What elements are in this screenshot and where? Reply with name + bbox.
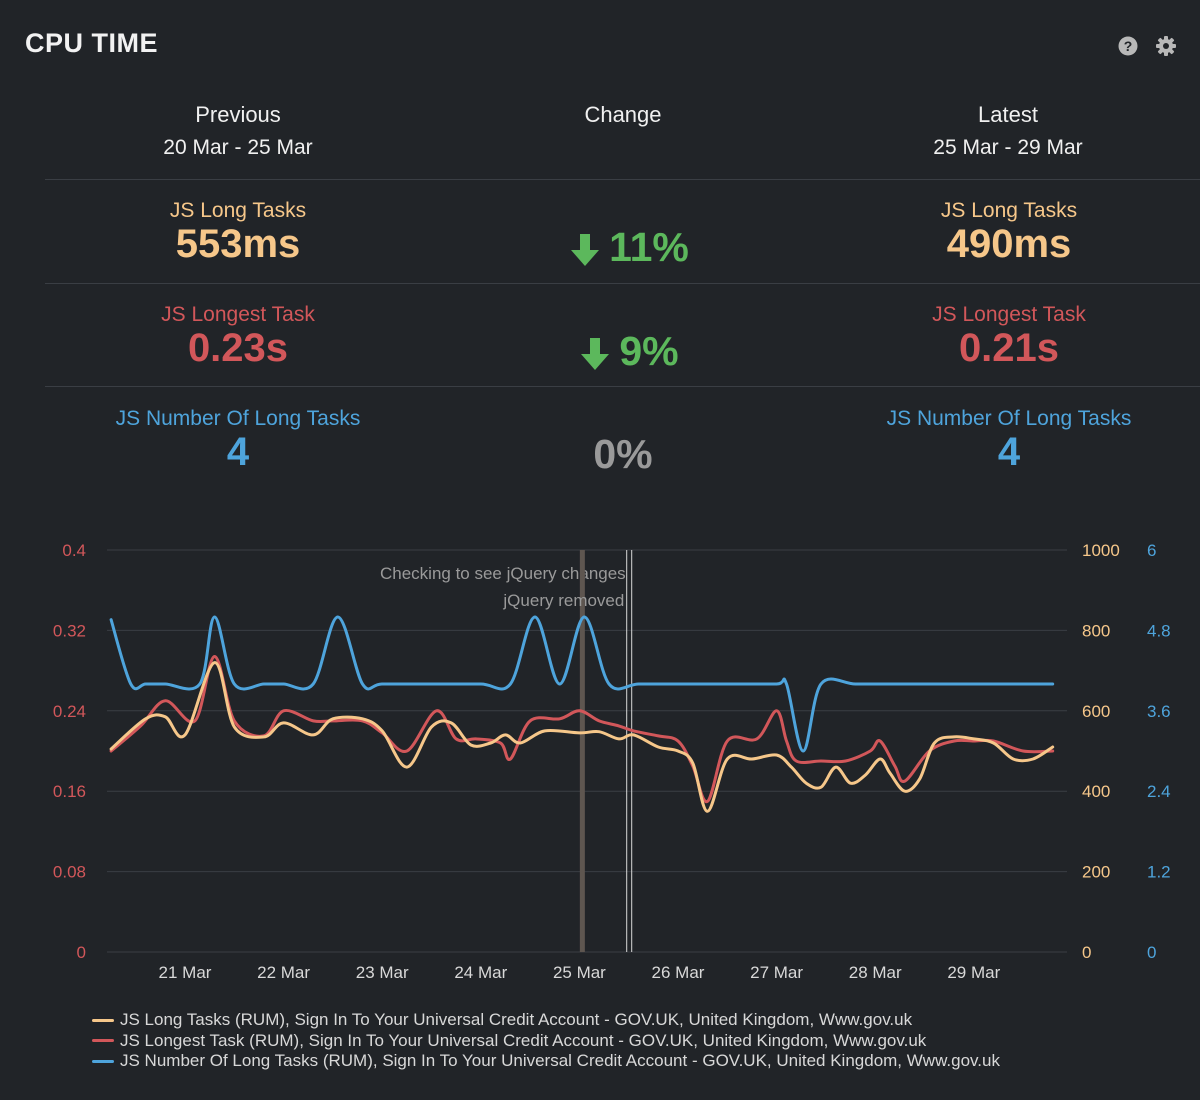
- previous-header: Previous 20 Mar - 25 Mar: [68, 102, 408, 160]
- legend-item[interactable]: JS Long Tasks (RUM), Sign In To Your Uni…: [92, 1010, 1000, 1031]
- x-tick-label: 28 Mar: [849, 963, 902, 982]
- x-tick-label: 27 Mar: [750, 963, 803, 982]
- annotation-label: jQuery removed: [502, 591, 624, 610]
- metric-value-long-tasks-latest: 490ms: [946, 222, 1072, 266]
- metric-label-num-long-tasks-previous: JS Number Of Long Tasks: [115, 407, 361, 430]
- x-tick-label: 24 Mar: [454, 963, 507, 982]
- legend-label: JS Long Tasks (RUM), Sign In To Your Uni…: [120, 1010, 913, 1030]
- latest-label: Latest: [978, 102, 1038, 127]
- metric-label-longest-task-latest: JS Longest Task: [932, 303, 1086, 326]
- help-icon[interactable]: ?: [1117, 35, 1139, 57]
- arrow-down-icon: [581, 338, 610, 371]
- y-tick-label-left: 0.08: [53, 863, 86, 882]
- divider: [45, 386, 1200, 387]
- legend-item[interactable]: JS Longest Task (RUM), Sign In To Your U…: [92, 1031, 1000, 1052]
- series-line-js-longest-task: [109, 655, 1055, 803]
- change-value: 11%: [609, 224, 689, 270]
- gear-icon[interactable]: [1155, 35, 1177, 57]
- legend-swatch: [92, 1039, 114, 1043]
- y-tick-label-left: 0.24: [53, 702, 86, 721]
- metric-value-num-long-tasks-latest: 4: [997, 430, 1021, 474]
- metric-value-longest-task-latest: 0.21s: [958, 326, 1060, 370]
- annotation-label: Checking to see jQuery changes: [380, 564, 626, 583]
- y-tick-label-left: 0: [77, 943, 86, 962]
- x-tick-label: 26 Mar: [652, 963, 705, 982]
- svg-text:?: ?: [1124, 38, 1133, 54]
- change-value: 9%: [619, 328, 679, 374]
- change-num-long-tasks: 0%: [593, 431, 653, 477]
- metric-label-long-tasks-previous: JS Long Tasks: [169, 199, 307, 222]
- y-tick-label-right: 600: [1082, 702, 1110, 721]
- chart-legend: JS Long Tasks (RUM), Sign In To Your Uni…: [92, 1010, 1000, 1072]
- y-tick-label-right: 200: [1082, 863, 1110, 882]
- previous-range: 20 Mar - 25 Mar: [163, 136, 313, 159]
- arrow-down-icon: [571, 234, 600, 267]
- change-long-tasks: 11%: [480, 224, 780, 271]
- annotation-band: [579, 550, 585, 952]
- y-tick-label-right-count: 6: [1147, 541, 1156, 560]
- previous-label: Previous: [195, 102, 281, 127]
- y-tick-label-right: 0: [1082, 943, 1091, 962]
- latest-header: Latest 25 Mar - 29 Mar: [838, 102, 1178, 160]
- y-tick-label-right-count: 4.8: [1147, 621, 1171, 640]
- divider: [45, 283, 1200, 284]
- y-tick-label-left: 0.32: [53, 621, 86, 640]
- panel-title: CPU TIME: [25, 28, 159, 58]
- x-tick-label: 22 Mar: [257, 963, 310, 982]
- y-tick-label-right-count: 2.4: [1147, 782, 1171, 801]
- change-longest-task: 9%: [480, 328, 780, 375]
- y-tick-label-right: 1000: [1082, 541, 1120, 560]
- y-tick-label-right-count: 3.6: [1147, 702, 1171, 721]
- x-tick-label: 21 Mar: [159, 963, 212, 982]
- x-tick-label: 23 Mar: [356, 963, 409, 982]
- legend-item[interactable]: JS Number Of Long Tasks (RUM), Sign In T…: [92, 1051, 1000, 1072]
- legend-swatch: [92, 1059, 114, 1063]
- y-tick-label-right: 800: [1082, 621, 1110, 640]
- y-tick-label-right: 400: [1082, 782, 1110, 801]
- series-line-js-long-tasks: [109, 661, 1055, 813]
- metric-label-longest-task-previous: JS Longest Task: [161, 303, 315, 326]
- legend-label: JS Number Of Long Tasks (RUM), Sign In T…: [120, 1051, 1000, 1071]
- x-tick-label: 25 Mar: [553, 963, 606, 982]
- y-tick-label-left: 0.16: [53, 782, 86, 801]
- series-line-js-number-of-long-tasks: [109, 615, 1055, 753]
- latest-range: 25 Mar - 29 Mar: [933, 136, 1083, 159]
- divider: [45, 179, 1200, 180]
- y-tick-label-right-count: 0: [1147, 943, 1156, 962]
- y-tick-label-left: 0.4: [62, 541, 86, 560]
- metric-value-longest-task-previous: 0.23s: [187, 326, 289, 370]
- metric-label-long-tasks-latest: JS Long Tasks: [940, 199, 1078, 222]
- metric-label-num-long-tasks-latest: JS Number Of Long Tasks: [886, 407, 1132, 430]
- x-tick-label: 29 Mar: [947, 963, 1000, 982]
- legend-label: JS Longest Task (RUM), Sign In To Your U…: [120, 1030, 927, 1050]
- change-header: Change: [584, 102, 662, 127]
- legend-swatch: [92, 1018, 114, 1022]
- y-tick-label-right-count: 1.2: [1147, 863, 1171, 882]
- metric-value-num-long-tasks-previous: 4: [226, 430, 250, 474]
- metric-value-long-tasks-previous: 553ms: [175, 222, 301, 266]
